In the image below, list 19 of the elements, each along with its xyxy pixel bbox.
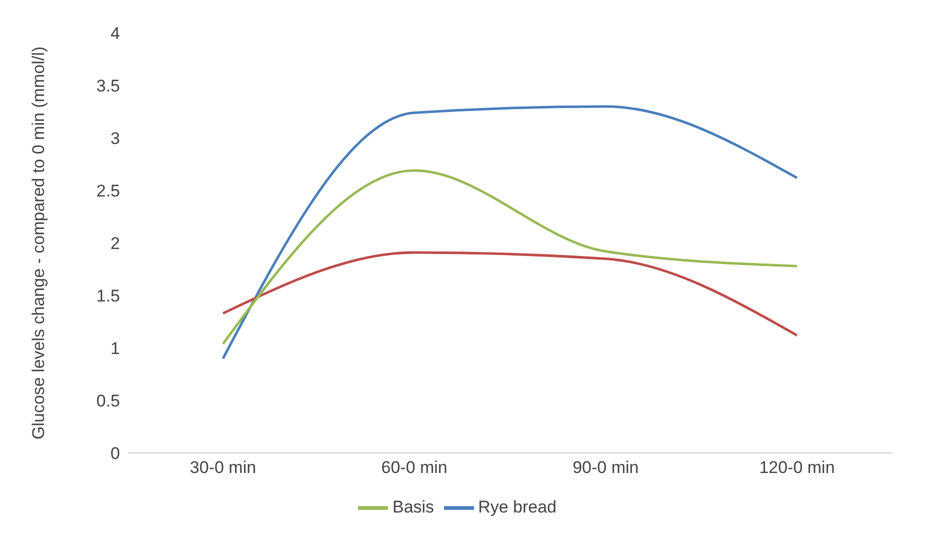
line-series xyxy=(222,105,798,360)
x-tick-label: 60-0 min xyxy=(381,458,448,478)
line-series xyxy=(222,251,798,337)
y-tick-label: 1 xyxy=(110,339,120,358)
y-tick-label: 1.5 xyxy=(96,286,120,306)
y-axis-title: Glucose levels change - compared to 0 min (mmol/l) xyxy=(29,46,48,440)
x-tick-label: 90-0 min xyxy=(572,458,639,478)
y-tick-label: 3.5 xyxy=(96,76,120,96)
legend-label: Basis xyxy=(392,497,434,516)
y-tick-label: 2.5 xyxy=(96,182,120,201)
x-tick-label: 30-0 min xyxy=(190,458,256,478)
line-series xyxy=(222,169,798,346)
y-tick-label: 0.5 xyxy=(96,392,120,411)
y-tick-label: 4 xyxy=(110,24,120,44)
legend-label: Rye bread xyxy=(478,497,556,516)
y-tick-label: 2 xyxy=(110,234,120,254)
x-tick-label: 120-0 min xyxy=(759,458,835,478)
y-tick-label: 0 xyxy=(110,444,120,464)
y-tick-label: 3 xyxy=(110,129,120,148)
